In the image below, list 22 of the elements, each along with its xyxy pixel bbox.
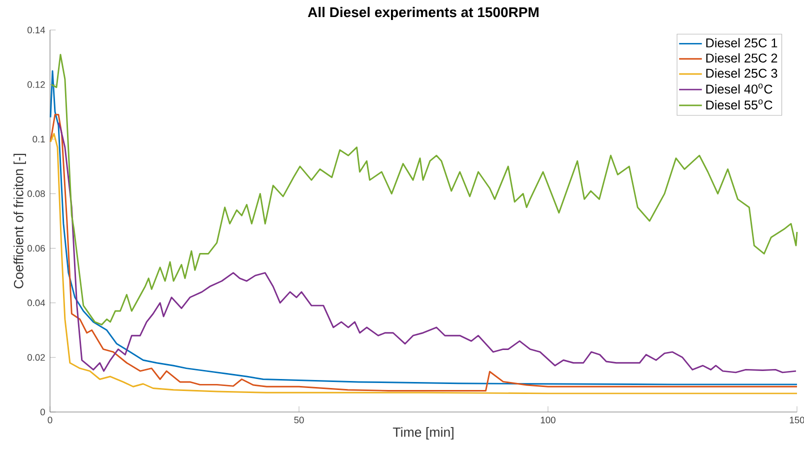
line-series xyxy=(50,70,798,386)
legend-label: Diesel 25C 3 xyxy=(706,68,778,78)
y-tick-label: 0.02 xyxy=(27,354,45,361)
line-series xyxy=(50,54,798,326)
legend-label: Diesel 55$^{o}$C xyxy=(706,99,772,110)
legend-label: Diesel 25C 1 xyxy=(706,38,778,48)
y-tick-label: 0.04 xyxy=(27,300,46,306)
x-tick-label: 50 xyxy=(294,416,304,424)
chart-title: All Diesel experiments at 1500RPM xyxy=(308,6,538,20)
x-tick-label: 100 xyxy=(540,416,556,424)
x-axis-title: Time [min] xyxy=(392,427,454,440)
y-tick-label: 0.08 xyxy=(27,190,45,198)
y-tick-label: 0.12 xyxy=(27,81,45,88)
legend-label: Diesel 25C 2 xyxy=(706,53,778,63)
y-tick-label: 0 xyxy=(40,408,45,416)
y-tick-label: 0.06 xyxy=(27,244,45,252)
x-tick-label: 150 xyxy=(790,416,804,424)
x-tick-label: 0 xyxy=(48,416,52,424)
y-tick-label: 0.14 xyxy=(27,26,46,34)
y-axis-title: Coefficient of friciton [-] xyxy=(14,154,26,288)
y-tick-label: 0.1 xyxy=(32,136,45,142)
legend-label: Diesel 40$^{o}$C xyxy=(706,84,772,94)
